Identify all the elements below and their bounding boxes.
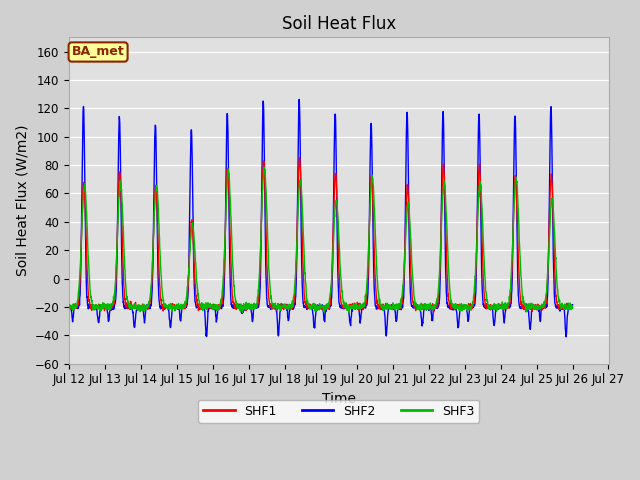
Text: BA_met: BA_met [72,46,124,59]
SHF2 [460,306,467,312]
SHF3 [522,302,529,308]
SHF1 [430,310,438,315]
SHF1 [296,155,303,160]
SHF1 [522,302,529,308]
SHF3 [569,305,577,311]
SHF2 [29,304,37,310]
Line: SHF1: SHF1 [33,157,573,312]
Legend: SHF1, SHF2, SHF3: SHF1, SHF2, SHF3 [198,400,479,423]
SHF1 [460,304,468,310]
Line: SHF2: SHF2 [33,94,573,337]
SHF2 [319,304,326,310]
SHF2 [44,91,51,97]
X-axis label: Time: Time [322,392,356,406]
SHF3 [239,310,246,315]
SHF1 [180,305,188,311]
SHF2 [536,318,544,324]
SHF1 [569,305,577,311]
SHF1 [330,194,338,200]
Line: SHF3: SHF3 [33,167,573,312]
SHF1 [319,307,326,312]
SHF1 [536,305,544,311]
SHF3 [460,301,468,307]
SHF3 [536,305,544,311]
SHF3 [331,212,339,218]
SHF2 [569,302,577,308]
SHF3 [29,302,37,308]
Title: Soil Heat Flux: Soil Heat Flux [282,15,396,33]
Y-axis label: Soil Heat Flux (W/m2): Soil Heat Flux (W/m2) [15,125,29,276]
SHF2 [562,334,570,340]
SHF3 [180,302,188,308]
SHF3 [260,164,268,170]
SHF1 [29,304,37,310]
SHF2 [330,152,338,157]
SHF2 [521,304,529,310]
SHF2 [180,305,188,311]
SHF3 [319,303,326,309]
